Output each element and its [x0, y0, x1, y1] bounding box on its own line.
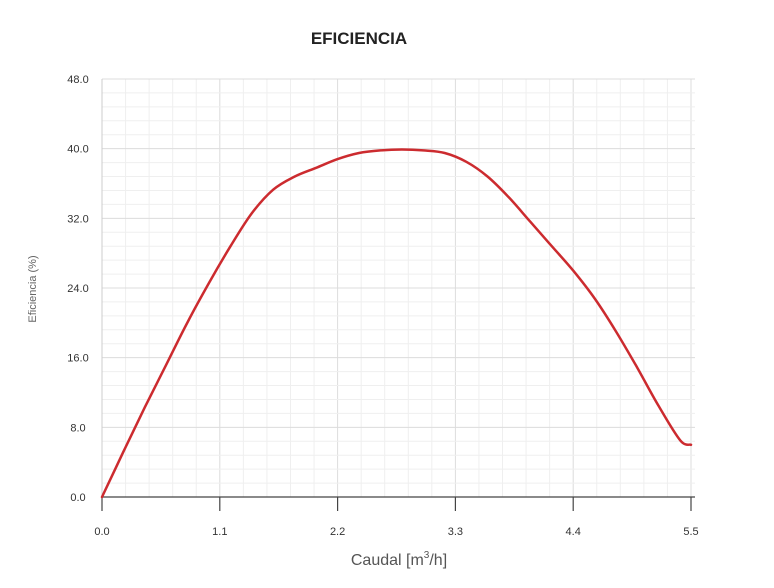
- y-axis-label: Eficiencia (%): [27, 255, 39, 322]
- y-tick-label: 32.0: [67, 213, 88, 225]
- x-axis-label-prefix: Caudal [m: [351, 552, 424, 569]
- y-axis-ticks: 0.0 8.0 16.0 24.0 32.0 40.0 48.0: [67, 74, 88, 504]
- x-tick-label: 2.2: [330, 526, 345, 538]
- x-tick-label: 5.5: [683, 526, 698, 538]
- x-tick-label: 0.0: [94, 526, 109, 538]
- y-tick-label: 16.0: [67, 353, 88, 365]
- chart-title: EFICIENCIA: [311, 29, 407, 48]
- y-tick-label: 48.0: [67, 74, 88, 86]
- grid: [101, 78, 695, 498]
- x-tick-label: 4.4: [566, 526, 581, 538]
- y-tick-label: 24.0: [67, 283, 88, 295]
- y-tick-label: 0.0: [70, 492, 85, 504]
- y-tick-label: 8.0: [70, 422, 85, 434]
- x-tick-label: 1.1: [212, 526, 227, 538]
- y-tick-label: 40.0: [67, 144, 88, 156]
- x-axis-label: Caudal [m3/h]: [351, 550, 447, 569]
- x-tick-label: 3.3: [448, 526, 463, 538]
- x-axis-label-suffix: /h]: [429, 552, 447, 569]
- efficiency-series-line: [100, 148, 693, 499]
- axes: [101, 79, 695, 498]
- x-axis-label-superscript: 3: [424, 550, 430, 561]
- x-axis-ticks: 0.0 1.1 2.2 3.3 4.4 5.5: [94, 497, 699, 538]
